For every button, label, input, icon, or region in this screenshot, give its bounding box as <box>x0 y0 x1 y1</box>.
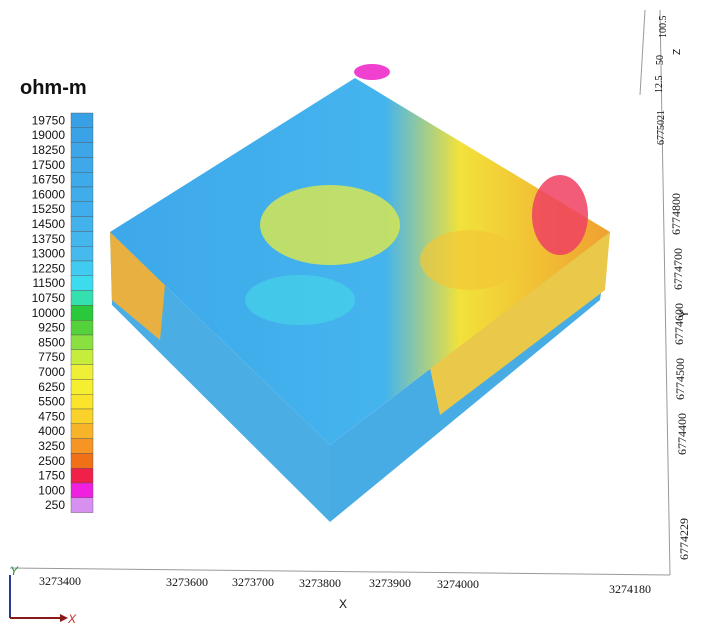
legend-label: 11500 <box>33 276 66 290</box>
legend-label: 13000 <box>32 247 66 261</box>
anomaly <box>354 64 390 80</box>
triad-y-label: Y <box>10 564 19 578</box>
triad-arrow <box>60 614 68 622</box>
legend-swatch <box>70 216 94 232</box>
y-tick-label: 6775021 <box>656 110 667 145</box>
x-tick-label: 3273900 <box>369 576 411 590</box>
legend-swatch <box>70 260 94 277</box>
legend-label: 9250 <box>38 321 65 335</box>
x-tick-label: 3273700 <box>232 575 274 589</box>
legend-swatch <box>70 127 94 143</box>
top-face <box>110 78 610 445</box>
z-tick-label: 12.5 <box>654 76 665 94</box>
anomaly <box>532 175 588 255</box>
legend-swatch <box>70 245 94 262</box>
legend-swatch <box>70 453 94 469</box>
legend-label: 13750 <box>32 232 66 246</box>
legend-label: 17500 <box>32 158 66 172</box>
legend-label: 12250 <box>32 261 66 275</box>
legend-label: 1750 <box>38 469 65 483</box>
y-tick-label: 6774400 <box>675 413 689 455</box>
x-tick-label: 3274000 <box>437 577 479 591</box>
legend-swatch <box>70 171 94 188</box>
legend-swatch <box>70 305 94 321</box>
legend-swatch <box>70 157 94 173</box>
y-axis-line <box>659 9 671 576</box>
legend-swatch <box>70 423 94 439</box>
legend-label: 14500 <box>32 217 66 231</box>
x-axis-label: X <box>339 597 347 611</box>
legend-swatch <box>70 349 94 365</box>
legend-swatch <box>70 186 94 203</box>
legend-label: 250 <box>45 498 65 512</box>
legend-label: 6250 <box>38 380 65 394</box>
z-axis-line <box>639 9 646 96</box>
legend-label: 8500 <box>38 335 65 349</box>
legend-label: 10750 <box>32 291 66 305</box>
triad: Y X <box>9 564 77 625</box>
x-tick-label: 3274180 <box>609 582 651 596</box>
x-tick-label: 3273600 <box>166 575 208 589</box>
legend-label: 7750 <box>38 350 65 364</box>
legend-label: 10000 <box>32 306 66 320</box>
legend-swatch <box>70 334 94 351</box>
legend-label: 19000 <box>32 128 66 142</box>
axes-frame <box>9 9 671 576</box>
legend-swatch <box>70 320 94 336</box>
legend-label: 4000 <box>38 424 65 438</box>
legend-label: 4750 <box>38 409 65 423</box>
x-ticks: 3273400 3273600 3273700 3273800 3273900 … <box>39 574 651 596</box>
legend-swatch <box>70 364 94 380</box>
model-block <box>110 64 610 522</box>
left-face <box>110 232 330 522</box>
legend-label: 16750 <box>32 173 66 187</box>
legend-swatch <box>70 112 94 129</box>
legend-swatch <box>70 379 94 395</box>
y-tick-label: 6774229 <box>677 518 691 560</box>
x-tick-label: 3273400 <box>39 574 81 588</box>
anomaly <box>245 275 355 325</box>
anomaly <box>420 230 520 290</box>
right-face-patch <box>430 232 610 415</box>
legend-label: 2500 <box>38 454 65 468</box>
y-tick-label: 6774700 <box>671 248 685 290</box>
legend-swatch <box>70 275 94 291</box>
x-axis-line <box>9 567 671 576</box>
x-tick-label: 3273800 <box>299 576 341 590</box>
legend-swatch <box>70 201 94 217</box>
legend: 1975019000182501750016750160001525014500… <box>32 112 94 513</box>
y-tick-label: 6774600 <box>672 303 686 345</box>
triad-x-label: X <box>67 612 77 625</box>
legend-swatch <box>70 394 94 410</box>
legend-swatch <box>70 142 94 158</box>
y-tick-label: 6774800 <box>669 193 683 235</box>
y-axis-label: Y <box>677 310 691 318</box>
legend-swatch <box>70 231 94 247</box>
legend-label: 1000 <box>38 483 65 497</box>
legend-label: 7000 <box>38 365 65 379</box>
legend-label: 5500 <box>38 395 65 409</box>
z-axis-label: Z <box>672 49 683 55</box>
legend-swatch <box>70 408 94 425</box>
z-tick-label: 50 <box>655 55 666 65</box>
anomaly <box>260 185 400 265</box>
legend-label: 18250 <box>32 143 66 157</box>
legend-swatch <box>70 482 94 499</box>
legend-label: 15250 <box>32 202 66 216</box>
legend-label: 19750 <box>32 113 66 127</box>
legend-swatch <box>70 438 94 454</box>
legend-swatch <box>70 497 94 513</box>
y-tick-label: 6774500 <box>673 358 687 400</box>
legend-swatch <box>70 468 94 484</box>
z-tick-label: 100.5 <box>658 16 669 39</box>
left-face-patch <box>110 232 165 340</box>
legend-label: 16000 <box>32 187 66 201</box>
legend-label: 3250 <box>38 439 65 453</box>
legend-title: ohm-m <box>20 77 87 99</box>
legend-swatch <box>70 290 94 306</box>
